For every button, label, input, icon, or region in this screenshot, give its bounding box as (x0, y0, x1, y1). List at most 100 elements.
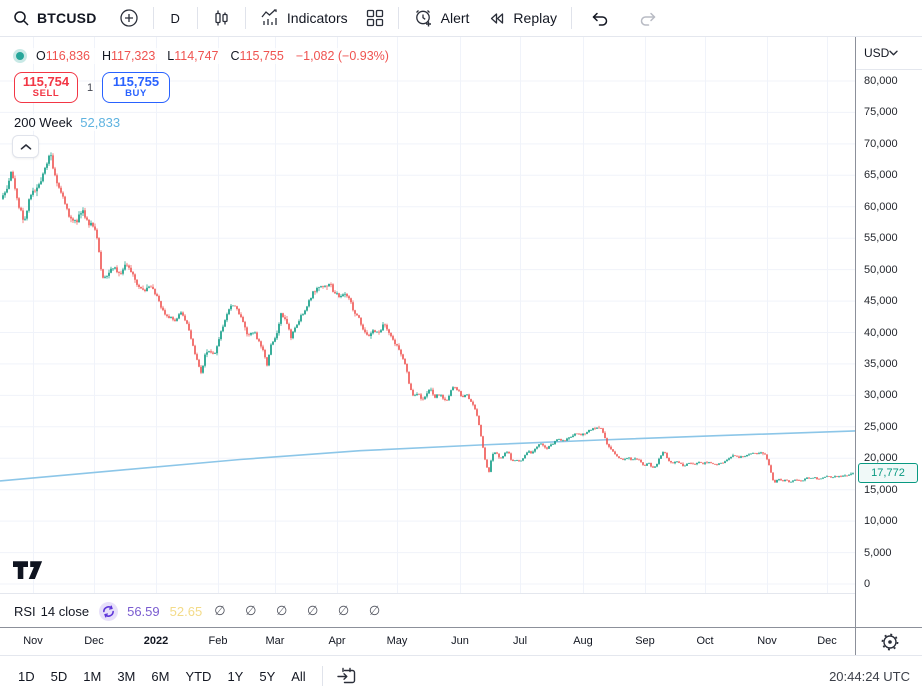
price-tick-75000: 75,000 (864, 106, 898, 119)
chart-settings-button[interactable] (878, 630, 902, 654)
time-label-may: May (386, 635, 408, 647)
down-candle-wicks (12, 153, 848, 483)
price-tick-65000: 65,000 (864, 169, 898, 182)
indicators-button[interactable]: Indicators (253, 3, 355, 33)
time-label-nov: Nov (757, 635, 777, 647)
sell-price: 115,754 (22, 74, 70, 90)
replay-button[interactable]: Replay (480, 3, 564, 33)
up-candle-bodies (2, 155, 854, 483)
indicators-label: Indicators (286, 10, 348, 26)
range-button-1d[interactable]: 1D (13, 665, 40, 688)
chart-style-button[interactable] (205, 3, 238, 33)
up-candle-wicks (2, 152, 854, 483)
bottom-toolbar: 1D 5D 1M 3M 6M YTD 1Y 5Y All 20:44:24 UTC (0, 655, 922, 696)
plus-circle-icon (119, 8, 139, 28)
price-tick-40000: 40,000 (864, 326, 898, 339)
range-button-ytd[interactable]: YTD (180, 665, 216, 688)
rsi-ma-value: 52.65 (169, 603, 203, 619)
undo-button[interactable] (583, 3, 617, 33)
range-button-6m[interactable]: 6M (146, 665, 174, 688)
rsi-empty-values: ∅ ∅ ∅ ∅ ∅ ∅ (214, 603, 389, 618)
symbol-legend[interactable]: O116,836 H117,323 L114,747 C115,755 −1,0… (12, 48, 393, 64)
currency-dropdown[interactable]: USD (856, 36, 922, 70)
high-label: H (102, 49, 112, 63)
chevron-up-icon (20, 143, 32, 151)
candlestick-style-icon (212, 9, 231, 28)
time-axis[interactable]: Nov Dec 2022 Feb Mar Apr May Jun Jul Aug Sep Oct Nov… (0, 627, 922, 656)
time-label-dec: Dec (817, 635, 837, 647)
axis-settings-cell (855, 628, 922, 656)
time-label-mar: Mar (265, 635, 285, 647)
toolbar-separator (244, 7, 246, 29)
range-button-all[interactable]: All (286, 665, 310, 688)
buy-label: BUY (125, 88, 147, 100)
toolbar-separator (321, 666, 323, 686)
change-value: −1,082 (−0.93%) (295, 49, 389, 63)
symbol-search-button[interactable]: BTCUSD (6, 3, 104, 33)
price-tick-0: 0 (864, 578, 871, 590)
redo-button[interactable] (631, 3, 665, 33)
search-icon (13, 10, 30, 27)
rsi-title: RSI (14, 603, 36, 619)
range-button-5d[interactable]: 5D (46, 665, 73, 688)
toolbar-separator (196, 7, 198, 29)
time-label-jun: Jun (451, 635, 469, 647)
sell-label: SELL (32, 88, 60, 100)
buy-button[interactable]: 115,755 BUY (102, 72, 170, 103)
indicators-icon (260, 8, 280, 28)
alert-clock-icon (413, 8, 434, 29)
currency-label: USD (864, 45, 890, 60)
calendar-arrow-icon (336, 666, 357, 687)
candlestick-chart[interactable] (0, 36, 855, 593)
time-label-oct: Oct (696, 635, 714, 647)
price-tick-5000: 5,000 (864, 546, 892, 559)
low-label: L (167, 49, 175, 63)
range-button-1m[interactable]: 1M (78, 665, 106, 688)
chevron-down-icon (889, 50, 899, 56)
undo-arrow-icon (590, 9, 610, 27)
rsi-sync-icon[interactable] (99, 601, 119, 621)
price-tick-10000: 10,000 (864, 515, 898, 528)
rsi-params: 14 close (40, 603, 90, 619)
low-value: 114,747 (174, 49, 219, 63)
time-label-dec: Dec (84, 635, 104, 647)
toolbar-separator (397, 7, 399, 29)
alert-label: Alert (440, 10, 470, 26)
sell-button[interactable]: 115,754 SELL (14, 72, 78, 103)
interval-button[interactable]: D (161, 3, 190, 33)
alert-button[interactable]: Alert (406, 3, 477, 33)
grid-layout-icon (366, 9, 384, 27)
price-axis[interactable]: USD 80,000 75,000 70,000 65,000 60,000 55,000… (855, 36, 922, 627)
toolbar-separator (571, 7, 573, 29)
price-tick-50000: 50,000 (864, 263, 898, 276)
time-label-2022: 2022 (143, 635, 169, 647)
price-tick-30000: 30,000 (864, 389, 898, 402)
chart-pane[interactable]: O116,836 H117,323 L114,747 C115,755 −1,0… (0, 36, 855, 593)
toolbar-separator (152, 7, 154, 29)
clock-utc[interactable]: 20:44:24 UTC (829, 668, 910, 684)
ma-line[interactable] (0, 430, 855, 482)
compare-add-button[interactable] (112, 3, 146, 33)
range-button-3m[interactable]: 3M (112, 665, 140, 688)
price-tick-45000: 45,000 (864, 295, 898, 308)
layouts-button[interactable] (359, 3, 391, 33)
time-label-jul: Jul (512, 635, 528, 647)
price-tick-25000: 25,000 (864, 420, 898, 433)
legend-collapse-button[interactable] (12, 135, 39, 158)
go-to-date-button[interactable] (333, 663, 360, 690)
redo-arrow-icon (638, 9, 658, 27)
tradingview-logo-icon[interactable] (13, 561, 43, 581)
range-button-1y[interactable]: 1Y (222, 665, 248, 688)
last-price-tag: 17,772 (858, 463, 918, 484)
open-label: O (36, 49, 46, 63)
range-button-5y[interactable]: 5Y (254, 665, 280, 688)
spread-value: 1 (86, 81, 94, 94)
time-label-aug: Aug (573, 635, 593, 647)
ma-legend[interactable]: 200 Week 52,833 (10, 114, 125, 131)
time-label-apr: Apr (328, 635, 346, 647)
top-toolbar: BTCUSD D Indicators (0, 0, 922, 37)
close-value: 115,755 (239, 49, 284, 63)
rsi-pane-legend[interactable]: RSI 14 close 56.59 52.65 ∅ ∅ ∅ ∅ ∅ ∅ (0, 593, 922, 628)
high-value: 117,323 (111, 49, 156, 63)
time-label-feb: Feb (208, 635, 228, 647)
